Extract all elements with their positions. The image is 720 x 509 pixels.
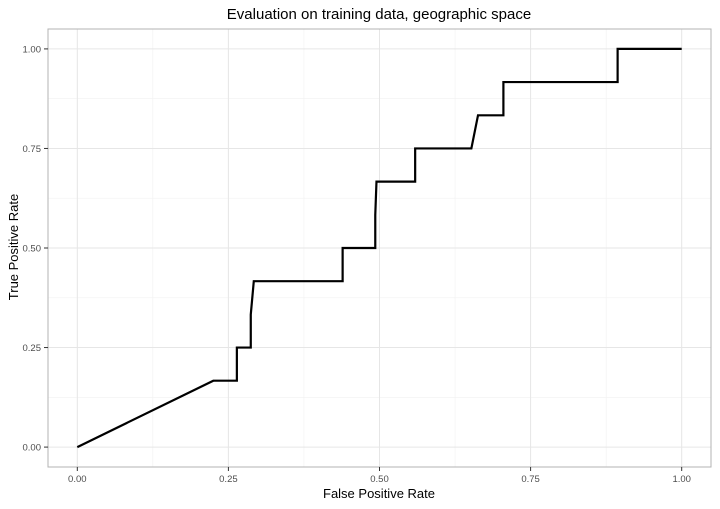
y-tick-label: 0.75: [23, 144, 42, 155]
y-tick-label: 0.50: [23, 244, 42, 255]
x-axis-label: False Positive Rate: [323, 486, 435, 501]
plot-panel: 0.00 0.25 0.50 0.75 1.00 0.00 0.25 0.50 0.75 1.00: [23, 28, 712, 485]
y-tick-label: 0.00: [23, 443, 42, 454]
x-tick-label: 0.00: [68, 474, 87, 485]
x-tick-label: 1.00: [672, 474, 691, 485]
y-tick-label: 1.00: [23, 44, 42, 55]
x-tick-label: 0.25: [219, 474, 238, 485]
x-tick-label: 0.75: [521, 474, 540, 485]
y-tick-label: 0.25: [23, 343, 42, 354]
x-tick-label: 0.50: [370, 474, 389, 485]
series-line-0: [76, 47, 682, 449]
chart-title: Evaluation on training data, geographic …: [227, 6, 531, 23]
y-axis-label: True Positive Rate: [6, 194, 21, 300]
